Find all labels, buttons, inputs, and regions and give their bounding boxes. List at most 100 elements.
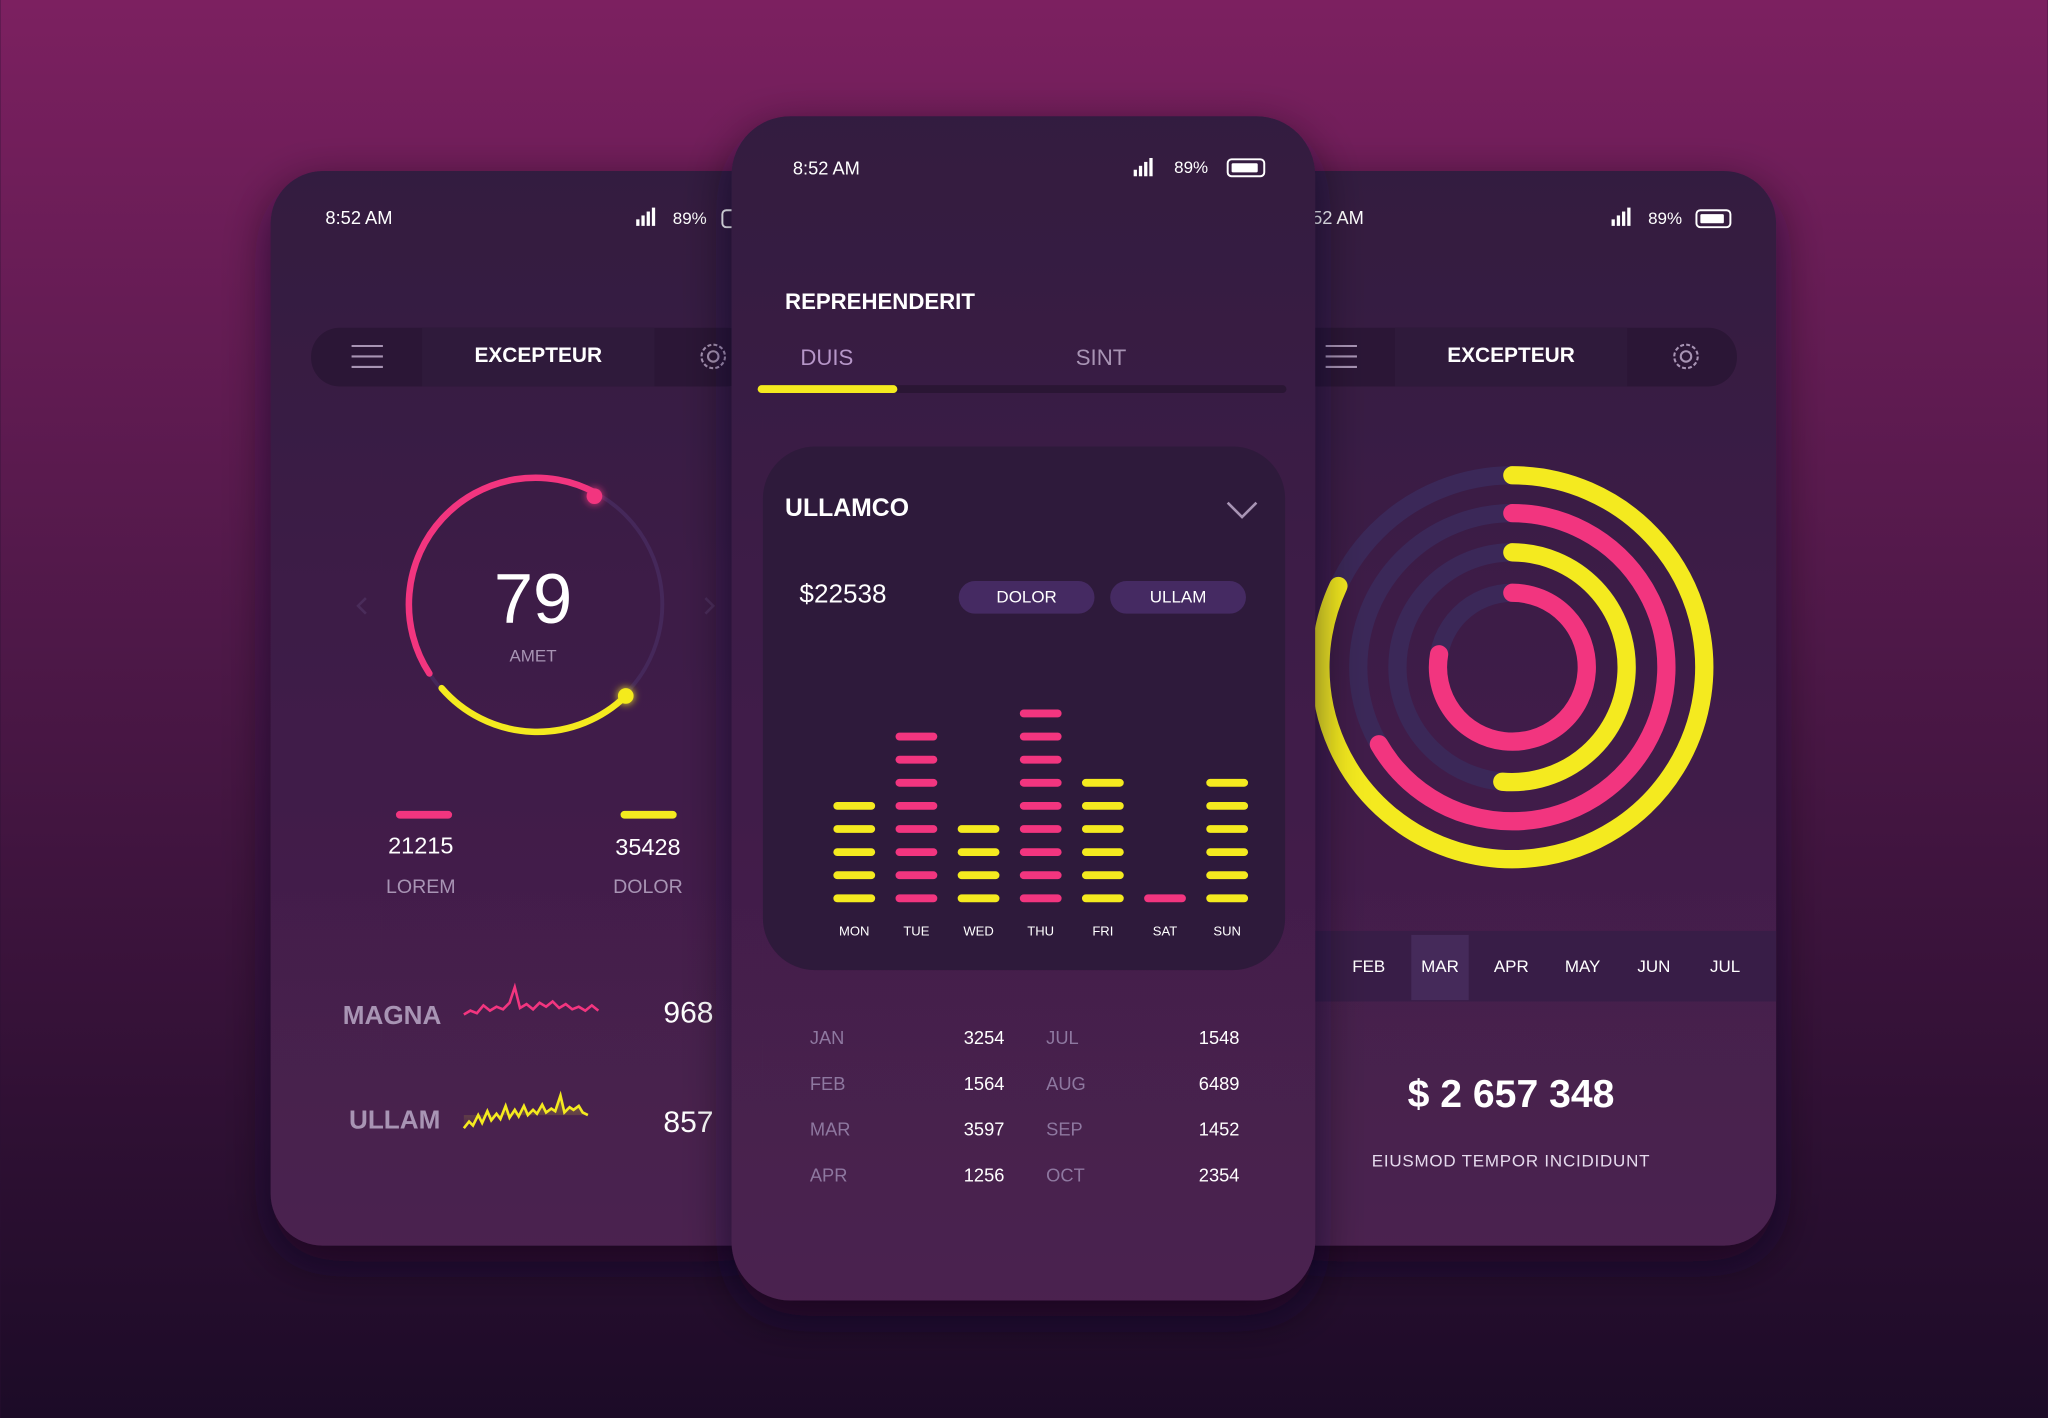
pill-label[interactable]: ULLAM bbox=[1150, 587, 1207, 606]
prev-arrow[interactable] bbox=[356, 597, 367, 615]
stat-label: DOLOR bbox=[613, 876, 683, 898]
bar-segment bbox=[1206, 825, 1249, 833]
month-tab[interactable]: MAY bbox=[1565, 957, 1601, 976]
month-table: JAN 3254 FEB 1564 MAR 3597 APR 1256 JUL 1548 AUG 64… bbox=[810, 1027, 1240, 1185]
bar-segment bbox=[1019, 848, 1062, 857]
ring bbox=[1369, 504, 1676, 831]
pill[interactable] bbox=[958, 581, 1095, 614]
bar-segment bbox=[895, 755, 938, 764]
pill-label[interactable]: DOLOR bbox=[996, 587, 1056, 606]
month-label: APR bbox=[810, 1164, 848, 1185]
left-screen: 8:52 AM 89% EXCEPTEUR 79 AMET 21215 LOR bbox=[270, 171, 793, 1246]
nav-title: EXCEPTEUR bbox=[1447, 344, 1575, 367]
ring-chart bbox=[1311, 466, 1714, 869]
nav-title: EXCEPTEUR bbox=[474, 344, 602, 367]
sparkline bbox=[463, 982, 600, 1016]
stat-value: 21215 bbox=[388, 833, 453, 859]
month-value: 1256 bbox=[964, 1164, 1005, 1185]
bar-segment bbox=[833, 894, 876, 903]
card-amount: $22538 bbox=[799, 578, 886, 608]
bar-segment bbox=[957, 825, 1000, 833]
bar-segment bbox=[895, 801, 938, 810]
settings-icon[interactable] bbox=[1673, 343, 1699, 370]
bar-segment bbox=[1019, 709, 1062, 718]
bar-segment bbox=[833, 825, 876, 833]
bar-segment bbox=[1144, 894, 1186, 903]
month-tab[interactable]: APR bbox=[1494, 957, 1529, 976]
month-tab[interactable]: JUN bbox=[1637, 957, 1670, 976]
gauge-dot bbox=[617, 688, 634, 704]
pill[interactable] bbox=[1110, 581, 1246, 614]
tab-active[interactable]: DUIS bbox=[800, 345, 853, 370]
gauge-arc-pink bbox=[405, 474, 600, 677]
menu-icon[interactable] bbox=[351, 344, 383, 368]
trend-value: 968 bbox=[663, 996, 713, 1029]
trend-value: 857 bbox=[663, 1106, 713, 1139]
bar-segment bbox=[1206, 801, 1249, 810]
dropdown-chevron[interactable] bbox=[1226, 501, 1258, 519]
ring bbox=[1493, 543, 1636, 792]
signal-icon bbox=[636, 207, 656, 226]
month-value: 1564 bbox=[964, 1073, 1005, 1094]
month-strip bbox=[1253, 930, 1777, 1002]
nav-title-bg bbox=[422, 327, 655, 387]
gauge: 79 AMET bbox=[356, 474, 716, 736]
month-label: SEP bbox=[1046, 1119, 1083, 1140]
battery-icon bbox=[1695, 209, 1732, 229]
signal-icon bbox=[1133, 157, 1153, 177]
day-label: THU bbox=[1027, 924, 1054, 939]
ring bbox=[1428, 583, 1596, 751]
trend-label: ULLAM bbox=[349, 1104, 440, 1134]
month-value: 3597 bbox=[964, 1119, 1005, 1140]
gauge-arc-yellow bbox=[438, 684, 630, 736]
bar-segment bbox=[895, 848, 938, 857]
center-screen: 8:52 AM 89% REPREHENDERIT DUIS SINT ULLA… bbox=[731, 116, 1316, 1301]
month-value: 2354 bbox=[1199, 1164, 1240, 1185]
bar-segment bbox=[833, 801, 876, 810]
bar-segment bbox=[1019, 801, 1062, 810]
tab[interactable]: SINT bbox=[1076, 345, 1127, 370]
month-label: FEB bbox=[810, 1073, 846, 1094]
stat-value: 35428 bbox=[615, 834, 680, 860]
signal-icon bbox=[1611, 207, 1631, 226]
phone-frame bbox=[270, 171, 793, 1246]
bar-segment bbox=[1019, 755, 1062, 764]
day-label: TUE bbox=[903, 924, 929, 939]
bar-segment bbox=[833, 871, 876, 880]
status-time: 8:52 AM bbox=[793, 158, 860, 179]
sparkline bbox=[462, 1090, 589, 1129]
month-label: JUL bbox=[1046, 1027, 1078, 1048]
bar-segment bbox=[1019, 871, 1062, 880]
legend-swatch bbox=[395, 810, 453, 819]
bar-segment bbox=[833, 848, 876, 857]
next-arrow[interactable] bbox=[704, 597, 716, 615]
caption: EIUSMOD TEMPOR INCIDIDUNT bbox=[1372, 1152, 1651, 1171]
gauge-value: 79 bbox=[494, 559, 572, 638]
bar-segment bbox=[1081, 778, 1124, 787]
month-tab[interactable]: JUL bbox=[1710, 957, 1740, 976]
gauge-label: AMET bbox=[509, 646, 556, 665]
ring bbox=[1311, 466, 1714, 869]
settings-icon[interactable] bbox=[700, 343, 727, 370]
bar-segment bbox=[1081, 801, 1124, 810]
bar-segment bbox=[1206, 894, 1249, 903]
month-value: 6489 bbox=[1199, 1073, 1240, 1094]
day-label: FRI bbox=[1092, 924, 1113, 939]
bar-segment bbox=[1206, 871, 1249, 880]
menu-icon[interactable] bbox=[1325, 344, 1357, 368]
card-title: ULLAMCO bbox=[785, 495, 909, 522]
month-value: 1452 bbox=[1199, 1119, 1240, 1140]
trend-label: MAGNA bbox=[343, 1000, 442, 1030]
bar-segment bbox=[895, 894, 938, 903]
month-tab[interactable]: FEB bbox=[1352, 957, 1385, 976]
bar-segment bbox=[895, 871, 938, 880]
bar-segment bbox=[1206, 778, 1249, 787]
status-time: 8:52 AM bbox=[325, 207, 392, 228]
month-tab[interactable]: MAR bbox=[1421, 957, 1459, 976]
day-label: SAT bbox=[1153, 924, 1177, 939]
bar-segment bbox=[1081, 848, 1124, 857]
bar-segment bbox=[895, 825, 938, 833]
bar-segment bbox=[957, 871, 1000, 880]
